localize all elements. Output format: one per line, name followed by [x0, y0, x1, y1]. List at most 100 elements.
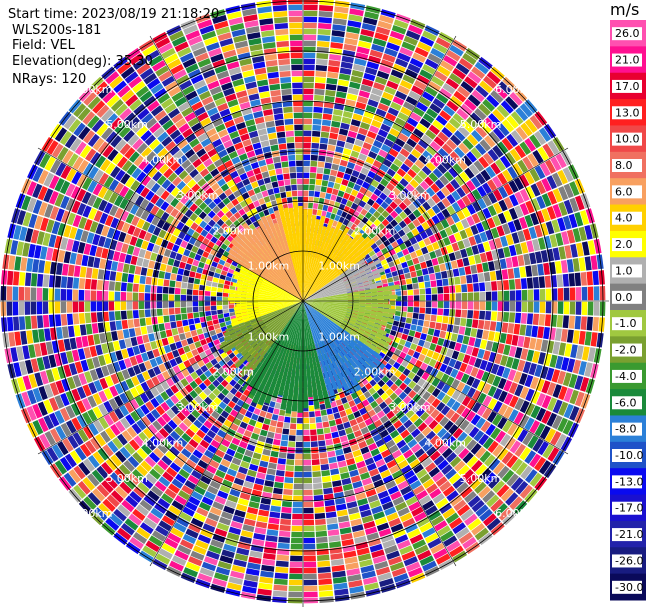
- velocity-gate: [569, 287, 576, 301]
- velocity-gate: [379, 495, 392, 505]
- velocity-gate: [89, 245, 98, 257]
- velocity-gate: [440, 323, 448, 332]
- velocity-gate: [493, 388, 503, 400]
- velocity-gate: [242, 402, 250, 410]
- velocity-gate: [422, 500, 435, 511]
- velocity-gate: [303, 142, 311, 149]
- velocity-gate: [296, 435, 303, 442]
- velocity-gate: [321, 475, 332, 483]
- velocity-gate: [345, 562, 359, 570]
- velocity-gate: [123, 112, 136, 125]
- velocity-gate: [482, 262, 490, 272]
- velocity-gate: [555, 153, 567, 169]
- velocity-gate: [203, 420, 213, 429]
- velocity-gate: [265, 182, 273, 190]
- velocity-gate: [349, 585, 364, 594]
- velocity-gate: [437, 337, 445, 346]
- velocity-gate: [485, 311, 492, 321]
- velocity-gate: [296, 423, 303, 430]
- velocity-gate: [10, 347, 19, 362]
- velocity-gate: [456, 85, 471, 98]
- velocity-gate: [202, 237, 210, 246]
- velocity-gate: [343, 402, 351, 410]
- velocity-gate: [108, 192, 119, 204]
- velocity-gate: [140, 187, 150, 198]
- velocity-gate: [212, 277, 219, 283]
- velocity-gate: [303, 112, 313, 119]
- velocity-gate: [356, 460, 366, 469]
- velocity-gate: [532, 276, 540, 289]
- velocity-gate: [217, 287, 223, 293]
- velocity-gate: [424, 532, 439, 544]
- velocity-gate: [265, 474, 275, 482]
- velocity-gate: [141, 113, 154, 125]
- velocity-gate: [401, 261, 408, 269]
- velocity-gate: [352, 113, 363, 122]
- velocity-gate: [407, 306, 414, 313]
- velocity-gate: [514, 278, 522, 290]
- velocity-gate: [367, 409, 376, 418]
- velocity-gate: [212, 388, 221, 397]
- velocity-gate: [377, 20, 393, 30]
- velocity-gate: [361, 195, 370, 203]
- velocity-gate: [538, 127, 552, 142]
- velocity-gate: [430, 183, 440, 194]
- velocity-gate: [203, 556, 218, 566]
- velocity-gate: [74, 228, 84, 241]
- velocity-gate: [379, 14, 394, 25]
- velocity-gate: [191, 101, 204, 112]
- velocity-gate: [188, 237, 197, 245]
- velocity-gate: [450, 412, 460, 423]
- velocity-gate: [97, 355, 106, 367]
- velocity-gate: [303, 4, 318, 11]
- velocity-gate: [341, 116, 352, 125]
- velocity-gate: [416, 516, 430, 528]
- velocity-gate: [425, 405, 436, 415]
- velocity-gate: [219, 38, 234, 47]
- velocity-gate: [312, 203, 319, 210]
- velocity-gate: [313, 112, 323, 119]
- velocity-gate: [221, 114, 233, 123]
- velocity-gate: [425, 86, 438, 97]
- velocity-gate: [558, 246, 567, 260]
- velocity-gate: [353, 397, 361, 405]
- velocity-gate: [38, 260, 46, 274]
- velocity-gate: [431, 294, 438, 301]
- velocity-gate: [495, 321, 503, 332]
- velocity-gate: [174, 495, 187, 506]
- velocity-gate: [126, 164, 138, 176]
- velocity-gate: [413, 511, 427, 523]
- velocity-gate: [231, 483, 243, 492]
- velocity-gate: [91, 268, 99, 279]
- velocity-gate: [379, 192, 388, 201]
- velocity-gate: [218, 149, 228, 158]
- velocity-gate: [169, 251, 177, 259]
- velocity-gate: [97, 141, 110, 155]
- velocity-gate: [511, 358, 520, 370]
- velocity-gate: [177, 246, 186, 255]
- velocity-gate: [156, 308, 163, 316]
- velocity-gate: [366, 198, 375, 207]
- velocity-gate: [145, 151, 157, 163]
- velocity-gate: [540, 249, 549, 263]
- velocity-gate: [259, 410, 267, 418]
- velocity-gate: [92, 356, 101, 368]
- velocity-gate: [314, 410, 321, 417]
- velocity-gate: [175, 473, 187, 484]
- velocity-gate: [419, 294, 426, 301]
- velocity-gate: [60, 288, 67, 301]
- velocity-gate: [78, 216, 88, 230]
- velocity-gate: [471, 319, 479, 329]
- velocity-gate: [407, 289, 414, 296]
- velocity-gate: [461, 395, 472, 407]
- velocity-gate: [450, 179, 460, 190]
- velocity-gate: [322, 204, 329, 212]
- velocity-gate: [204, 143, 215, 153]
- velocity-gate: [145, 202, 155, 213]
- velocity-gate: [42, 232, 51, 247]
- velocity-gate: [424, 281, 431, 288]
- velocity-gate: [208, 47, 222, 58]
- velocity-gate: [381, 210, 390, 219]
- velocity-gate: [200, 256, 207, 264]
- velocity-gate: [519, 484, 533, 499]
